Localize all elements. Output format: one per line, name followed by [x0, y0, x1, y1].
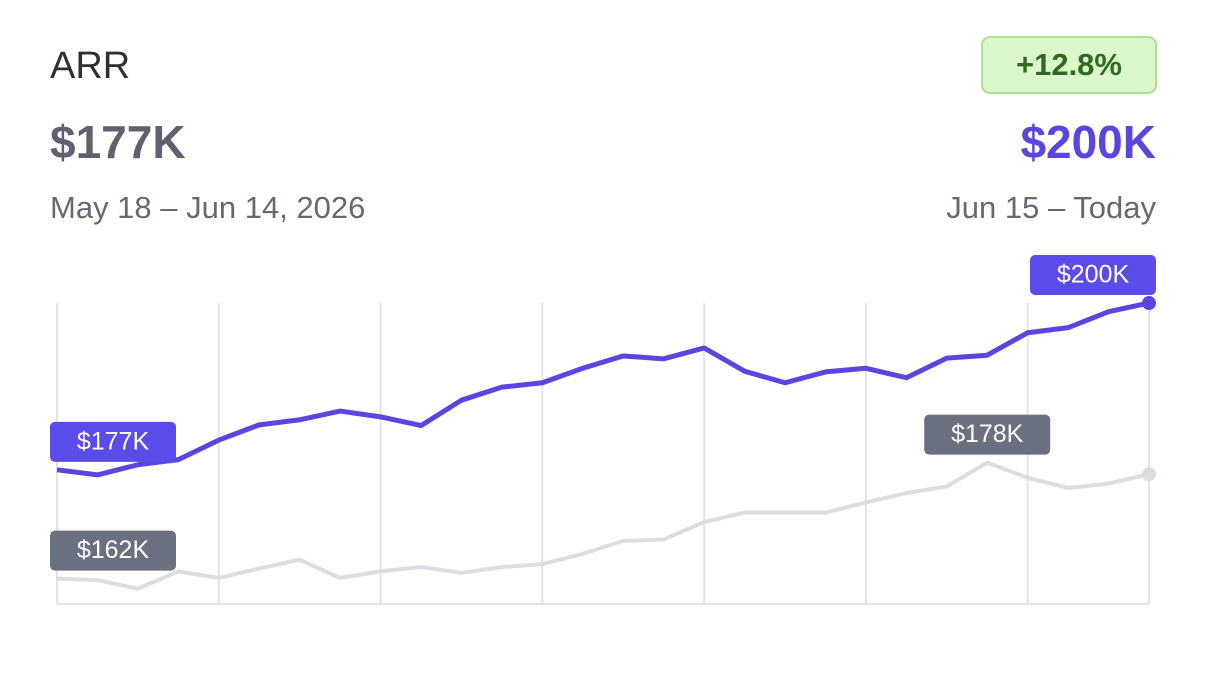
series-line: [56, 300, 1150, 478]
current-range: Jun 15 – Today: [946, 190, 1156, 225]
end-dot: [1142, 296, 1156, 310]
value-label-box: [50, 530, 176, 571]
change-badge: [981, 36, 1157, 94]
value-label: $178K: [951, 420, 1024, 448]
value-label: $162K: [77, 536, 150, 564]
card-title: ARR: [50, 45, 130, 87]
series-line: [56, 460, 1150, 591]
previous-value: $177K: [50, 116, 186, 168]
change-text: +12.8%: [1016, 47, 1122, 82]
value-label: $177K: [77, 427, 150, 455]
value-label-box: [924, 414, 1051, 455]
value-label-box: [1030, 255, 1156, 295]
current-value: $200K: [1020, 116, 1156, 168]
end-dot: [1142, 467, 1156, 482]
previous-range: May 18 – Jun 14, 2026: [50, 190, 365, 225]
value-label: $200K: [1057, 261, 1130, 289]
value-label-box: [50, 421, 176, 462]
